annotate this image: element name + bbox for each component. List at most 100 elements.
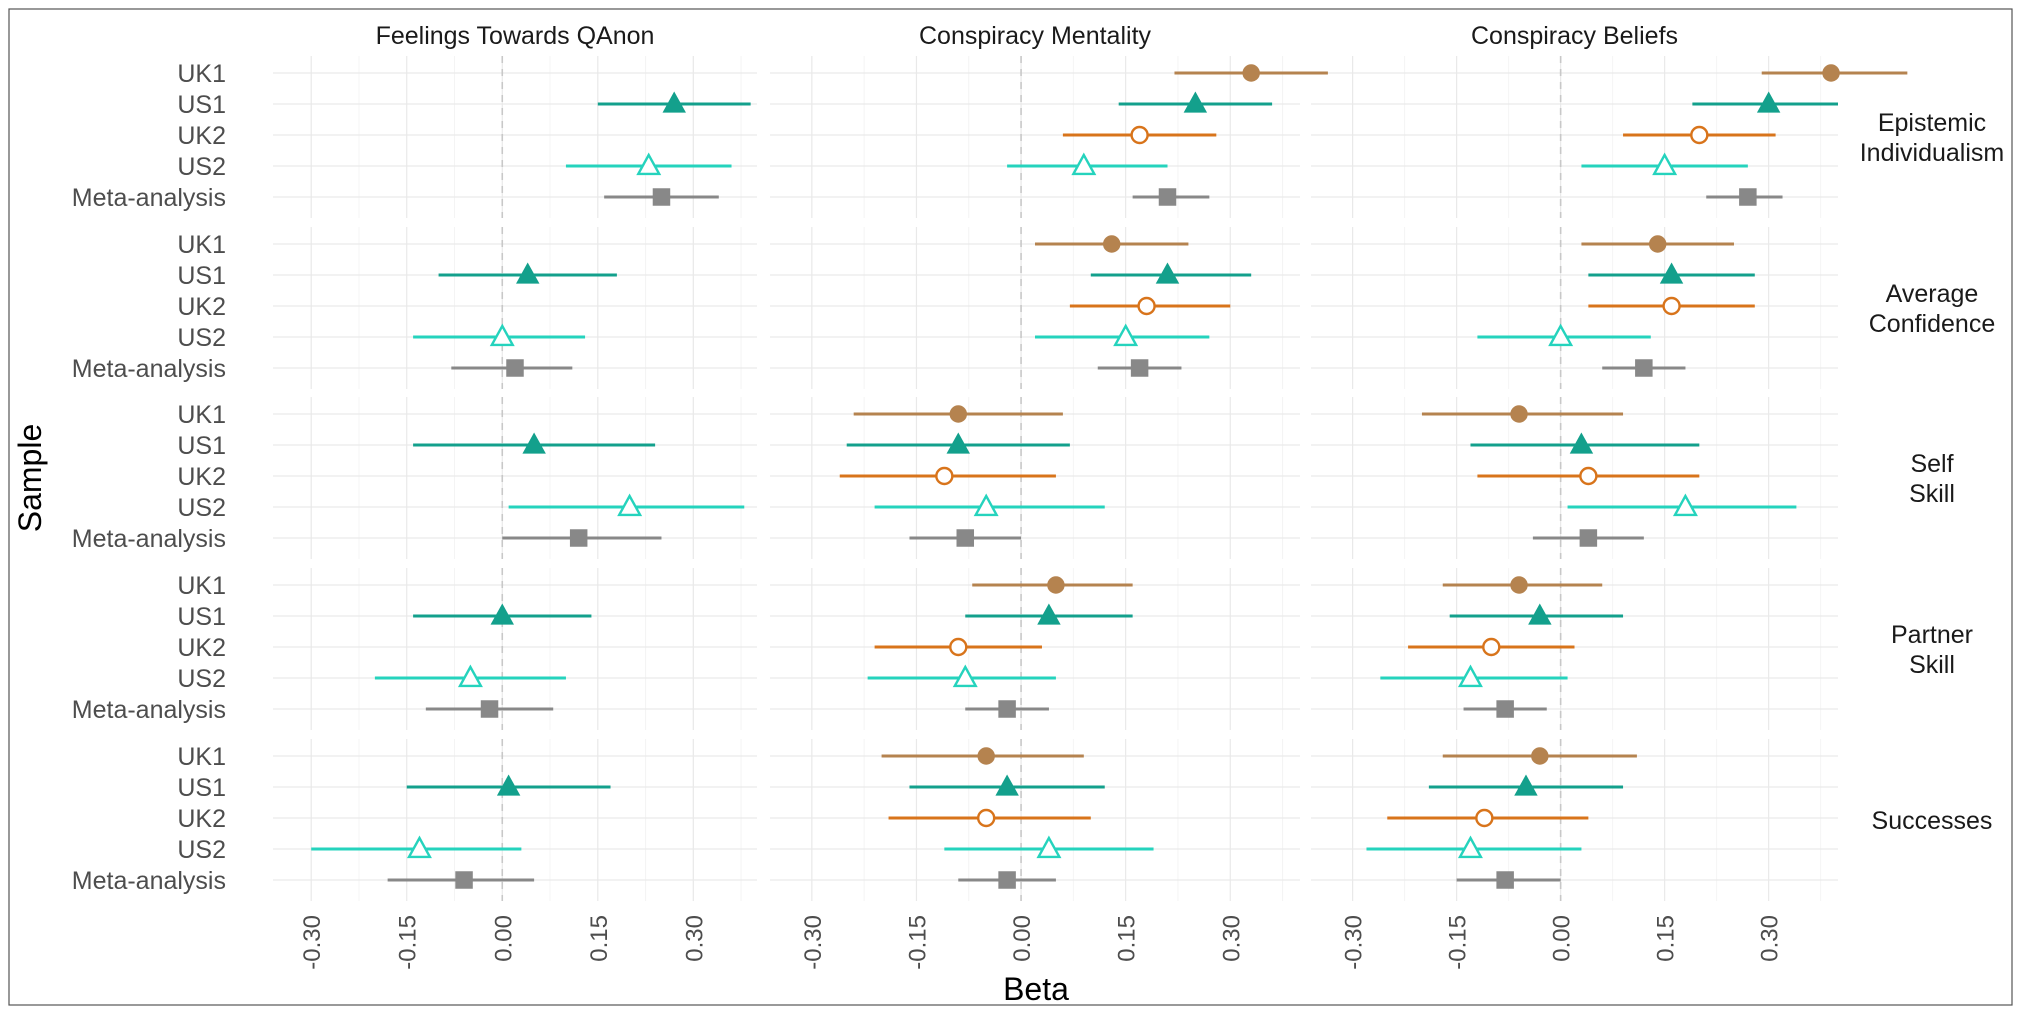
row-strip-label: Epistemic	[1878, 109, 1986, 137]
point-estimate-circle	[949, 405, 968, 423]
sample-tick-label: UK1	[177, 231, 226, 259]
y-axis-title: Sample	[12, 424, 48, 533]
point-estimate-square	[998, 700, 1016, 718]
point-estimate-triangle	[516, 262, 540, 284]
row-strip-label: Skill	[1909, 480, 1955, 508]
sample-tick-label: US2	[177, 836, 226, 864]
figure-border	[8, 8, 2013, 1006]
point-estimate-triangle	[1514, 774, 1538, 796]
point-estimate-circle	[1579, 466, 1598, 486]
point-estimate-circle	[1242, 64, 1260, 82]
point-estimate-triangle	[406, 835, 432, 859]
x-tick-label: 0.30	[1757, 915, 1784, 962]
point-estimate-triangle	[946, 432, 970, 454]
point-estimate-square	[480, 700, 499, 718]
point-estimate-triangle	[617, 493, 643, 517]
x-tick-label: 0.30	[1218, 915, 1245, 962]
sample-tick-label: UK2	[177, 805, 226, 833]
point-estimate-circle	[1130, 125, 1149, 145]
point-estimate-square	[506, 359, 524, 377]
point-estimate-square	[1130, 359, 1149, 377]
point-estimate-triangle	[1457, 664, 1483, 688]
point-estimate-square	[1496, 871, 1514, 889]
row-strip-label: Confidence	[1869, 310, 1995, 338]
point-estimate-circle	[1482, 637, 1501, 657]
point-estimate-circle	[1102, 235, 1121, 253]
point-estimate-circle	[949, 637, 968, 657]
sample-tick-label: UK2	[177, 293, 226, 321]
x-tick-label: -0.30	[299, 915, 326, 970]
sample-tick-label: UK1	[177, 60, 226, 88]
point-estimate-triangle	[1155, 262, 1180, 284]
point-estimate-triangle	[1528, 603, 1552, 625]
row-strip-label: Individualism	[1860, 139, 2005, 167]
sample-tick-label: Meta-analysis	[72, 696, 226, 724]
point-estimate-circle	[1822, 64, 1840, 82]
sample-tick-label: US1	[177, 603, 226, 631]
point-estimate-triangle	[973, 493, 999, 517]
point-estimate-circle	[976, 808, 996, 828]
point-estimate-triangle	[489, 323, 515, 347]
x-axis-title: Beta	[1003, 971, 1069, 1007]
column-title: Conspiracy Beliefs	[1471, 22, 1678, 50]
point-estimate-triangle	[952, 664, 978, 688]
point-estimate-square	[652, 188, 671, 206]
point-estimate-triangle	[636, 152, 662, 176]
sample-tick-label: Meta-analysis	[72, 184, 226, 212]
sample-tick-label: UK1	[177, 401, 226, 429]
x-tick-label: 0.00	[1009, 915, 1036, 962]
row-strip-label: Self	[1910, 450, 1953, 478]
point-estimate-square	[1158, 188, 1177, 206]
row-strip-label: Partner	[1891, 621, 1973, 649]
point-estimate-circle	[1648, 235, 1667, 253]
sample-tick-label: UK2	[177, 122, 226, 150]
x-tick-label: -0.30	[800, 915, 827, 970]
point-estimate-triangle	[522, 432, 546, 454]
point-estimate-triangle	[1659, 262, 1684, 284]
row-strip-label: Successes	[1872, 807, 1993, 835]
point-estimate-circle	[1510, 576, 1528, 594]
x-tick-label: -0.15	[904, 915, 931, 970]
sample-tick-label: US2	[177, 324, 226, 352]
point-estimate-triangle	[496, 774, 521, 796]
point-estimate-triangle	[1183, 91, 1208, 113]
point-estimate-triangle	[1569, 432, 1594, 454]
row-strip-label: Skill	[1909, 651, 1955, 679]
point-estimate-triangle	[1037, 603, 1061, 625]
sample-tick-label: US2	[177, 494, 226, 522]
point-estimate-circle	[1047, 576, 1065, 594]
x-tick-label: -0.30	[1341, 915, 1368, 970]
sample-tick-label: US2	[177, 153, 226, 181]
point-estimate-circle	[1475, 808, 1494, 828]
point-estimate-triangle	[1113, 323, 1139, 347]
sample-tick-label: Meta-analysis	[72, 355, 226, 383]
sample-tick-label: UK1	[177, 743, 226, 771]
point-estimate-circle	[1531, 747, 1549, 765]
point-estimate-triangle	[1652, 152, 1678, 176]
sample-tick-label: UK1	[177, 572, 226, 600]
sample-tick-label: US1	[177, 774, 226, 802]
point-estimate-square	[1739, 188, 1757, 206]
sample-tick-label: UK2	[177, 463, 226, 491]
point-estimate-circle	[935, 466, 954, 486]
x-tick-label: 0.00	[490, 915, 517, 962]
point-estimate-triangle	[1672, 493, 1698, 517]
x-tick-label: -0.15	[1445, 915, 1472, 970]
column-title: Conspiracy Mentality	[919, 22, 1152, 50]
row-strip-label: Average	[1886, 280, 1979, 308]
point-estimate-square	[1579, 529, 1598, 547]
point-estimate-square	[956, 529, 975, 547]
column-title: Feelings Towards QAnon	[376, 22, 655, 50]
sample-tick-label: US2	[177, 665, 226, 693]
sample-tick-label: US1	[177, 91, 226, 119]
point-estimate-square	[1496, 700, 1514, 718]
point-estimate-circle	[1137, 296, 1156, 316]
point-estimate-triangle	[1457, 835, 1483, 859]
sample-tick-label: UK2	[177, 634, 226, 662]
point-estimate-square	[998, 871, 1016, 889]
point-estimate-triangle	[1071, 152, 1097, 176]
point-estimate-square	[569, 529, 588, 547]
sample-tick-label: Meta-analysis	[72, 867, 226, 895]
point-estimate-triangle	[995, 774, 1019, 796]
